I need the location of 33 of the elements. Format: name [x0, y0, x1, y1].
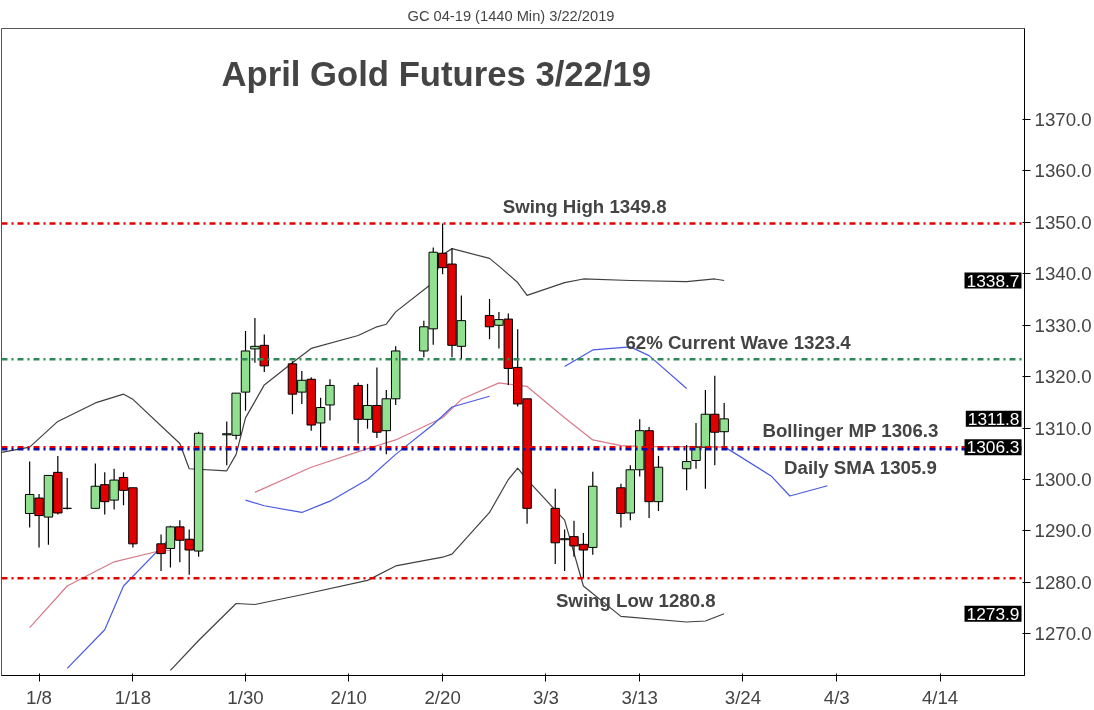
- ref-line-label: 62% Current Wave 1323.4: [625, 332, 852, 354]
- x-tick-label: 4/3: [823, 686, 850, 708]
- text: April Gold Futures 3/22/19: [221, 54, 652, 93]
- y-tick-label: 1320.0: [1034, 366, 1092, 388]
- y-tick-label: 1360.0: [1034, 160, 1092, 182]
- x-tick-label: 3/3: [532, 686, 559, 708]
- y-tick-label: 1290.0: [1034, 520, 1092, 542]
- x-tick-label: 2/10: [330, 686, 367, 708]
- ref-line-label: Bollinger MP 1306.3: [762, 420, 939, 442]
- annotation: 1273.9: [966, 603, 1020, 624]
- ref-line-label: Daily SMA 1305.9: [784, 457, 937, 479]
- y-tick-label: 1270.0: [1034, 623, 1092, 645]
- x-tick-label: 1/8: [26, 686, 53, 708]
- y-tick-label: 1280.0: [1034, 571, 1092, 593]
- candlestick: [325, 378, 335, 421]
- annotation: 1306.3: [966, 437, 1020, 458]
- ref-line-label: Swing High 1349.8: [502, 196, 667, 218]
- annotation: 1338.7: [966, 270, 1020, 291]
- y-tick-label: 1310.0: [1034, 417, 1092, 439]
- x-tick-label: 1/18: [114, 686, 152, 708]
- x-tick-label: 1/30: [227, 686, 264, 708]
- chart-subtitle: GC 04-19 (1440 Min) 3/22/2019: [407, 7, 615, 24]
- line-series: [169, 467, 725, 671]
- y-tick-label: 1340.0: [1034, 263, 1092, 285]
- x-tick-label: 3/24: [724, 686, 762, 708]
- x-tick-label: 2/20: [424, 686, 461, 708]
- annotation: 1311.8: [967, 408, 1020, 429]
- y-tick-label: 1330.0: [1034, 314, 1092, 336]
- x-tick-label: 3/13: [621, 686, 658, 708]
- y-tick-label: 1300.0: [1034, 469, 1092, 491]
- y-tick-label: 1350.0: [1034, 211, 1092, 233]
- x-tick-label: 4/14: [921, 686, 959, 708]
- y-tick-label: 1370.0: [1034, 109, 1092, 131]
